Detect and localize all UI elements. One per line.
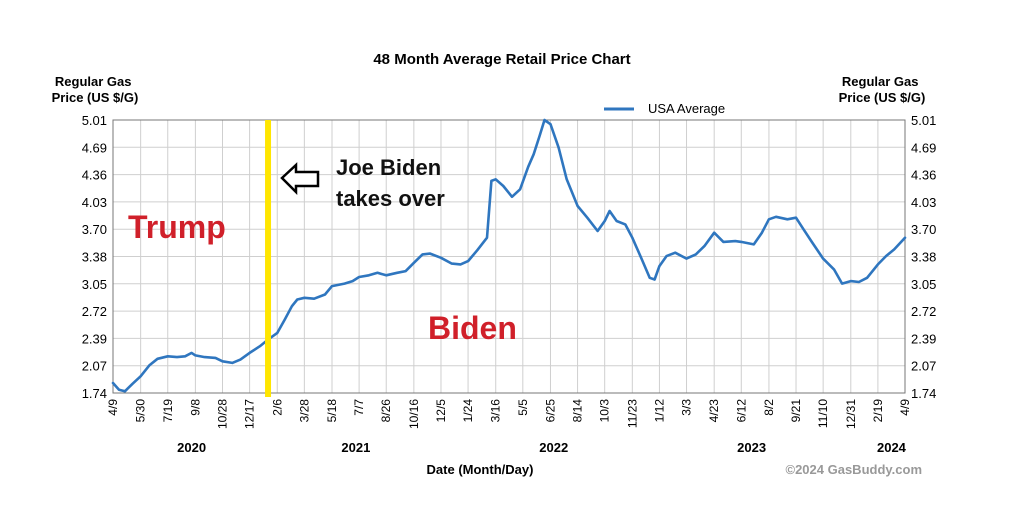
y-tick-label-right: 4.36 bbox=[911, 168, 936, 183]
y-tick-label-right: 2.07 bbox=[911, 359, 936, 374]
y-axis-label-left: Regular Gas Price (US $/G) bbox=[52, 74, 139, 105]
y-tick-label-left: 1.74 bbox=[82, 386, 107, 401]
x-tick-label: 9/8 bbox=[188, 399, 202, 416]
y-tick-label-right: 1.74 bbox=[911, 386, 936, 401]
year-labels: 2020 2021 2022 2023 2024 bbox=[177, 440, 907, 455]
x-tick-label: 8/14 bbox=[571, 399, 585, 423]
x-tick-label: 10/16 bbox=[407, 399, 421, 429]
plot-frame bbox=[112, 119, 906, 394]
y-axis-label-right-line1: Regular Gas bbox=[842, 74, 919, 89]
x-tick-label: 5/30 bbox=[134, 399, 148, 423]
y-tick-label-left: 4.03 bbox=[82, 195, 107, 210]
y-tick-label-left: 4.36 bbox=[82, 168, 107, 183]
chart-title: 48 Month Average Retail Price Chart bbox=[373, 51, 630, 68]
y-ticks-right: 5.01 4.69 4.36 4.03 3.70 3.38 3.05 2.72 2.39 2.07… bbox=[911, 113, 936, 401]
x-tick-label: 8/2 bbox=[762, 399, 776, 416]
x-tick-label: 3/16 bbox=[489, 399, 503, 423]
y-tick-label-right: 5.01 bbox=[911, 113, 936, 128]
x-tick-label: 5/18 bbox=[325, 399, 339, 423]
x-tick-label: 3/28 bbox=[297, 399, 311, 423]
x-tick-label: 8/26 bbox=[379, 399, 393, 423]
legend: USA Average bbox=[604, 101, 725, 116]
y-tick-label-right: 3.70 bbox=[911, 222, 936, 237]
year-label: 2021 bbox=[341, 440, 370, 455]
x-tick-label: 5/5 bbox=[516, 399, 530, 416]
x-tick-label: 3/3 bbox=[680, 399, 694, 416]
x-tick-label: 1/12 bbox=[652, 399, 666, 423]
x-tick-label: 11/10 bbox=[816, 399, 830, 428]
x-tick-label: 9/21 bbox=[789, 399, 803, 423]
y-axis-label-right-line2: Price (US $/G) bbox=[839, 90, 926, 105]
x-tick-label: 11/23 bbox=[625, 399, 639, 428]
y-tick-label-left: 3.70 bbox=[82, 222, 107, 237]
y-tick-label-right: 2.39 bbox=[911, 331, 936, 346]
x-tick-label: 12/17 bbox=[243, 399, 257, 429]
annotation-joe-biden: Joe Biden bbox=[336, 155, 441, 180]
annotation-biden: Biden bbox=[428, 310, 517, 346]
x-tick-label: 4/23 bbox=[707, 399, 721, 423]
x-tick-label: 12/31 bbox=[844, 399, 858, 429]
x-tick-label: 7/7 bbox=[352, 399, 366, 416]
y-tick-label-right: 4.03 bbox=[911, 195, 936, 210]
y-axis-label-left-line2: Price (US $/G) bbox=[52, 90, 139, 105]
year-label: 2024 bbox=[877, 440, 907, 455]
y-tick-label-right: 3.05 bbox=[911, 277, 936, 292]
x-tick-label: 7/19 bbox=[161, 399, 175, 423]
y-axis-label-right: Regular Gas Price (US $/G) bbox=[839, 74, 926, 105]
annotation-trump: Trump bbox=[128, 209, 226, 245]
y-tick-label-left: 3.38 bbox=[82, 250, 107, 265]
x-tick-label: 2/6 bbox=[270, 399, 284, 416]
left-arrow-icon bbox=[280, 162, 320, 196]
series-line-usa-average bbox=[111, 118, 907, 393]
x-tick-label: 1/24 bbox=[461, 399, 475, 423]
y-tick-label-left: 2.39 bbox=[82, 331, 107, 346]
y-tick-label-left: 2.07 bbox=[82, 359, 107, 374]
annotation-takes-over: takes over bbox=[336, 186, 445, 211]
y-axis-label-left-line1: Regular Gas bbox=[55, 74, 132, 89]
x-tick-label: 12/5 bbox=[434, 399, 448, 423]
legend-label: USA Average bbox=[648, 101, 725, 116]
x-tick-label: 2/19 bbox=[871, 399, 885, 423]
x-tick-label: 4/9 bbox=[106, 399, 120, 416]
y-tick-label-left: 3.05 bbox=[82, 277, 107, 292]
credit-text: ©2024 GasBuddy.com bbox=[786, 462, 923, 477]
y-tick-label-left: 2.72 bbox=[82, 304, 107, 319]
y-tick-label-left: 4.69 bbox=[82, 140, 107, 155]
year-label: 2022 bbox=[539, 440, 568, 455]
y-tick-label-left: 5.01 bbox=[82, 113, 107, 128]
x-tick-label: 6/12 bbox=[734, 399, 748, 423]
y-ticks-left: 5.01 4.69 4.36 4.03 3.70 3.38 3.05 2.72 2.39 2.07… bbox=[82, 113, 107, 401]
y-tick-label-right: 4.69 bbox=[911, 140, 936, 155]
x-tick-label: 10/28 bbox=[216, 399, 230, 429]
x-tick-label: 10/3 bbox=[598, 399, 612, 423]
grid bbox=[113, 120, 905, 393]
x-axis-label: Date (Month/Day) bbox=[427, 462, 534, 477]
year-label: 2020 bbox=[177, 440, 206, 455]
x-ticks: 4/9 5/30 7/19 9/8 10/28 12/17 2/6 3/28 5/18 7/7 8/… bbox=[106, 399, 912, 429]
y-tick-label-right: 2.72 bbox=[911, 304, 936, 319]
year-label: 2023 bbox=[737, 440, 766, 455]
x-tick-label: 4/9 bbox=[898, 399, 912, 416]
y-tick-label-right: 3.38 bbox=[911, 250, 936, 265]
x-tick-label: 6/25 bbox=[543, 399, 557, 423]
